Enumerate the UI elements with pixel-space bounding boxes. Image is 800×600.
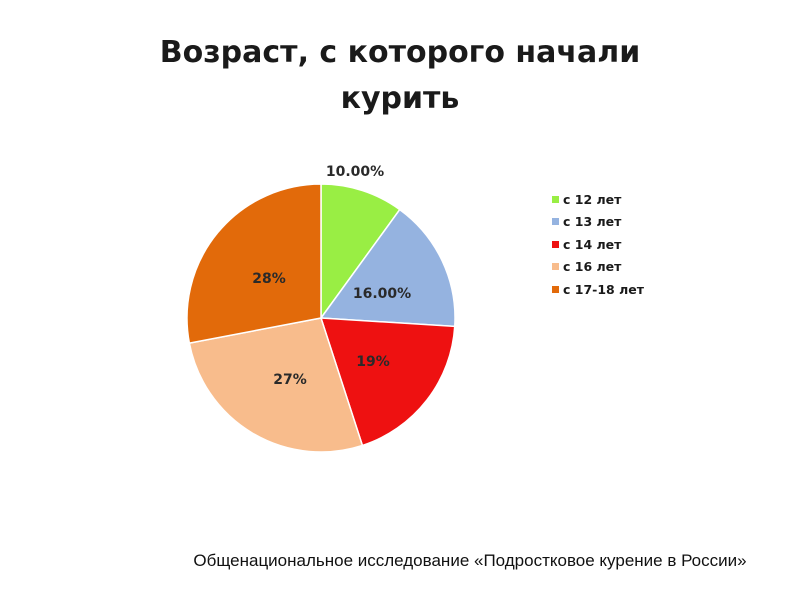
legend-item: с 17-18 лет [552, 278, 644, 301]
data-label: 28% [252, 271, 286, 287]
legend-label: с 17-18 лет [563, 281, 644, 297]
chart-legend: с 12 лет с 13 лет с 14 лет с 16 лет с 17… [552, 188, 644, 301]
legend-label: с 13 лет [563, 214, 622, 230]
pie-slice [319, 317, 456, 447]
legend-item: с 16 лет [552, 256, 644, 279]
data-label: 16.00% [353, 286, 411, 302]
legend-item: с 14 лет [552, 233, 644, 256]
pie-slice [319, 208, 456, 328]
data-label: 19% [356, 354, 390, 370]
pie-slice [320, 183, 401, 321]
legend-swatch [552, 240, 559, 248]
legend-label: с 12 лет [563, 191, 622, 207]
pie-slice [188, 317, 364, 453]
legend-swatch [552, 285, 559, 293]
legend-swatch [552, 218, 559, 226]
legend-swatch [552, 195, 559, 203]
data-label: 27% [273, 372, 307, 388]
legend-label: с 16 лет [563, 259, 622, 275]
legend-swatch [552, 263, 559, 271]
source-note: Общенациональное исследование «Подростко… [193, 551, 747, 570]
data-label: 10.00% [326, 164, 384, 180]
chart-title: Возраст, с которого начали курить [159, 35, 641, 116]
legend-item: с 12 лет [552, 188, 644, 211]
legend-item: с 13 лет [552, 211, 644, 234]
pie-slice [186, 183, 322, 344]
legend-label: с 14 лет [563, 236, 622, 252]
